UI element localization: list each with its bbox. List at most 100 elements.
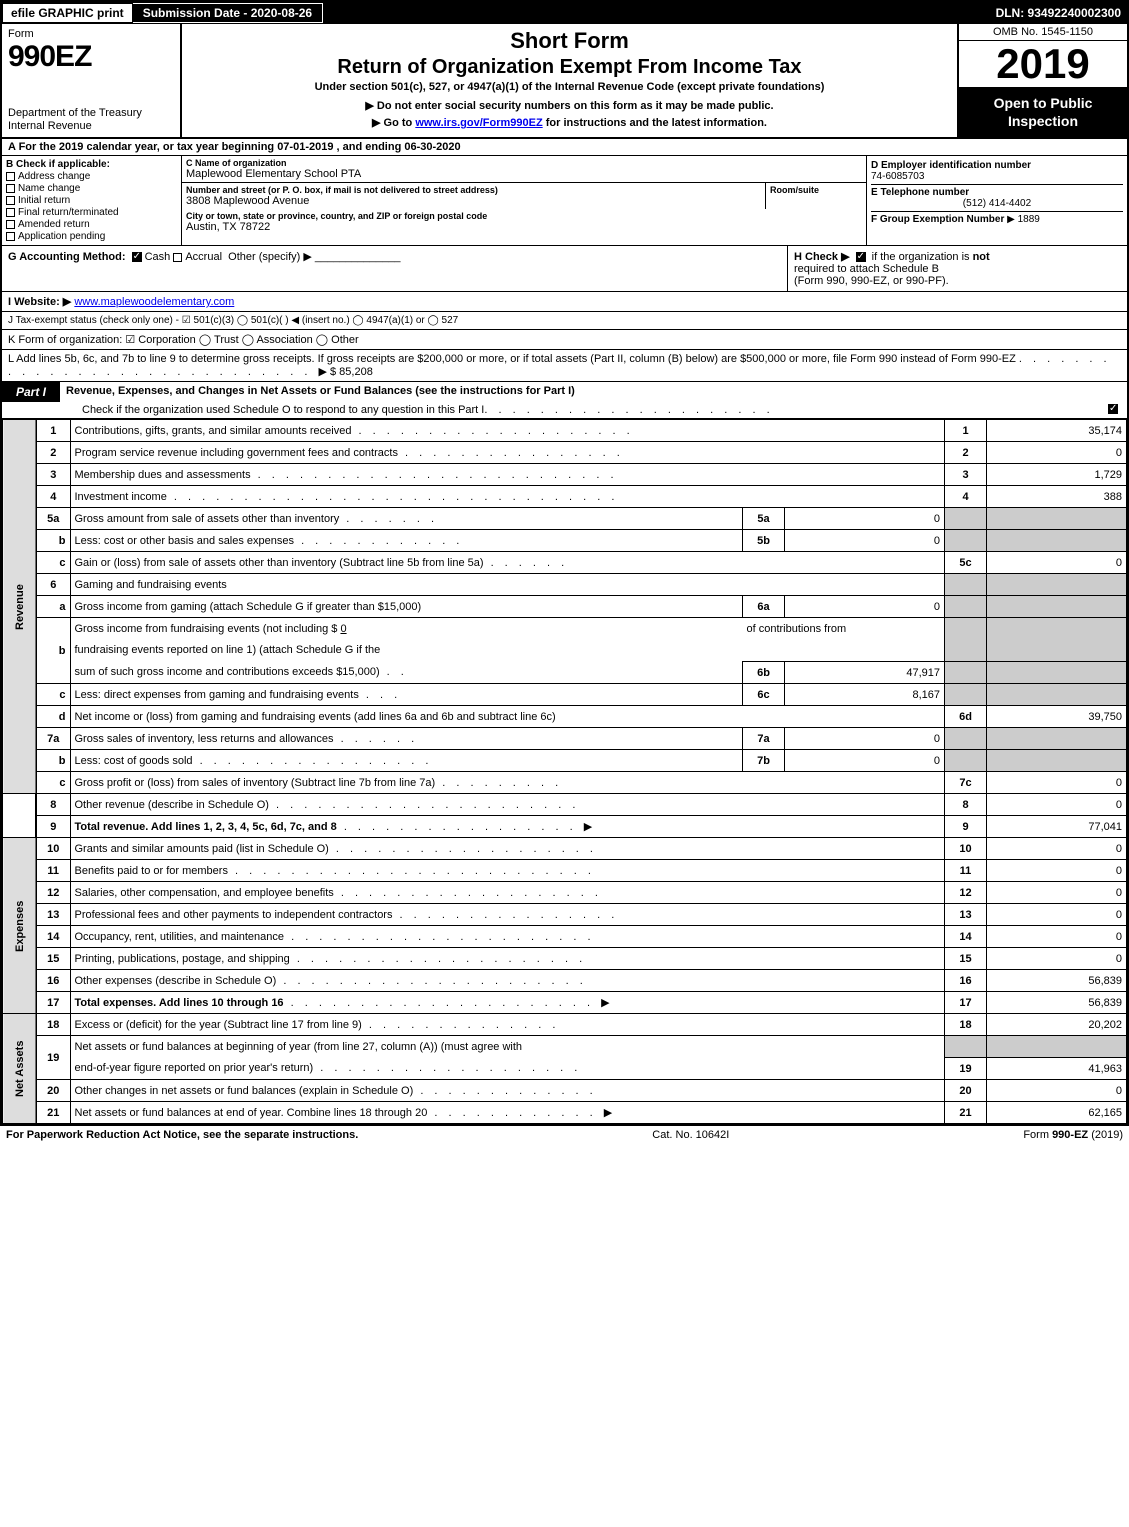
opt-initial: Initial return xyxy=(18,195,70,206)
opt-final: Final return/terminated xyxy=(18,207,119,218)
row-21: 21 Net assets or fund balances at end of… xyxy=(3,1102,1127,1124)
return-title: Return of Organization Exempt From Incom… xyxy=(190,56,949,79)
efile-print-button[interactable]: efile GRAPHIC print xyxy=(2,3,133,23)
part1-tab: Part I xyxy=(2,382,60,402)
desc: Less: direct expenses from gaming and fu… xyxy=(70,684,743,706)
row-5b: b Less: cost or other basis and sales ex… xyxy=(3,530,1127,552)
l-text: L Add lines 5b, 6c, and 7b to line 9 to … xyxy=(8,353,1016,365)
chk-cash[interactable] xyxy=(132,252,142,262)
h-text4: (Form 990, 990-EZ, or 990-PF). xyxy=(794,275,949,287)
suite-cell: Room/suite xyxy=(766,183,866,209)
irs-link[interactable]: www.irs.gov/Form990EZ xyxy=(415,117,542,129)
suite-label: Room/suite xyxy=(770,185,862,195)
checkbox-icon xyxy=(6,208,15,217)
row-16: 16 Other expenses (describe in Schedule … xyxy=(3,970,1127,992)
opt-pending: Application pending xyxy=(18,231,105,242)
b-title: B Check if applicable: xyxy=(6,159,177,170)
form-number: 990EZ xyxy=(8,40,174,74)
desc: Program service revenue including govern… xyxy=(70,442,945,464)
chk-schedule-o[interactable] xyxy=(1108,404,1118,414)
desc: Grants and similar amounts paid (list in… xyxy=(70,838,945,860)
chk-amended-return[interactable]: Amended return xyxy=(6,219,177,230)
open-public-badge: Open to Public Inspection xyxy=(959,88,1127,137)
lnlbl: 15 xyxy=(945,948,987,970)
ln: 2 xyxy=(36,442,70,464)
lnval: 0 xyxy=(987,926,1127,948)
desc-post: of contributions from xyxy=(743,618,945,640)
chk-initial-return[interactable]: Initial return xyxy=(6,195,177,206)
row-20: 20 Other changes in net assets or fund b… xyxy=(3,1080,1127,1102)
g-label: G Accounting Method: xyxy=(8,251,126,263)
shade xyxy=(987,596,1127,618)
dots: . . . . . . . . . . . . . . . . . . . . … xyxy=(484,404,773,416)
desc: Gross profit or (loss) from sales of inv… xyxy=(70,772,945,794)
row-14: 14 Occupancy, rent, utilities, and maint… xyxy=(3,926,1127,948)
row-18: Net Assets 18 Excess or (deficit) for th… xyxy=(3,1014,1127,1036)
footer-mid: Cat. No. 10642I xyxy=(652,1129,729,1141)
desc: Gross income from gaming (attach Schedul… xyxy=(70,596,743,618)
ln: 20 xyxy=(36,1080,70,1102)
row-4: 4 Investment income . . . . . . . . . . … xyxy=(3,486,1127,508)
lnlbl: 2 xyxy=(945,442,987,464)
line-i: I Website: ▶ www.maplewoodelementary.com xyxy=(2,292,1127,312)
desc: Other changes in net assets or fund bala… xyxy=(70,1080,945,1102)
footer-right: Form 990-EZ (2019) xyxy=(1023,1129,1123,1141)
page-footer: For Paperwork Reduction Act Notice, see … xyxy=(0,1126,1129,1144)
street-value: 3808 Maplewood Avenue xyxy=(186,195,761,207)
row-5a: 5a Gross amount from sale of assets othe… xyxy=(3,508,1127,530)
form-page: efile GRAPHIC print Submission Date - 20… xyxy=(0,0,1129,1126)
ln: c xyxy=(36,552,70,574)
city-row: City or town, state or province, country… xyxy=(182,209,866,235)
chk-final-return[interactable]: Final return/terminated xyxy=(6,207,177,218)
lnlbl: 18 xyxy=(945,1014,987,1036)
mval: 0 xyxy=(785,530,945,552)
shade xyxy=(987,530,1127,552)
row-7b: b Less: cost of goods sold . . . . . . .… xyxy=(3,750,1127,772)
line-l: L Add lines 5b, 6c, and 7b to line 9 to … xyxy=(2,350,1127,382)
street-label: Number and street (or P. O. box, if mail… xyxy=(186,185,761,195)
dept-line2: Internal Revenue xyxy=(8,120,92,132)
city-value: Austin, TX 78722 xyxy=(186,221,862,233)
chk-application-pending[interactable]: Application pending xyxy=(6,231,177,242)
ln: c xyxy=(36,684,70,706)
lnlbl: 6d xyxy=(945,706,987,728)
dept-line1: Department of the Treasury xyxy=(8,107,142,119)
ln: 12 xyxy=(36,882,70,904)
group-row: F Group Exemption Number ▶ 1889 xyxy=(871,212,1123,227)
form-header: Form 990EZ Department of the Treasury In… xyxy=(2,24,1127,139)
chk-name-change[interactable]: Name change xyxy=(6,183,177,194)
chk-address-change[interactable]: Address change xyxy=(6,171,177,182)
lnlbl: 7c xyxy=(945,772,987,794)
ln: 8 xyxy=(36,794,70,816)
g-accounting: G Accounting Method: Cash Accrual Other … xyxy=(2,246,787,291)
section-d-e-f: D Employer identification number 74-6085… xyxy=(867,156,1127,245)
desc: Less: cost of goods sold . . . . . . . .… xyxy=(70,750,743,772)
lnval: 388 xyxy=(987,486,1127,508)
entity-block: B Check if applicable: Address change Na… xyxy=(2,156,1127,246)
desc: Occupancy, rent, utilities, and maintena… xyxy=(70,926,945,948)
lnlbl: 17 xyxy=(945,992,987,1014)
mval: 0 xyxy=(785,728,945,750)
opt-amended: Amended return xyxy=(18,219,90,230)
desc: Professional fees and other payments to … xyxy=(70,904,945,926)
l-amount: ▶ $ 85,208 xyxy=(318,366,372,378)
lnlbl: 10 xyxy=(945,838,987,860)
lnlbl: 12 xyxy=(945,882,987,904)
row-3: 3 Membership dues and assessments . . . … xyxy=(3,464,1127,486)
website-link[interactable]: www.maplewoodelementary.com xyxy=(74,296,234,308)
mval: 8,167 xyxy=(785,684,945,706)
lnval: 0 xyxy=(987,794,1127,816)
shade xyxy=(987,618,1127,662)
opt-address: Address change xyxy=(18,171,90,182)
lnlbl: 13 xyxy=(945,904,987,926)
dept-treasury: Department of the Treasury Internal Reve… xyxy=(8,107,174,133)
shade xyxy=(987,1036,1127,1058)
mlbl: 5a xyxy=(743,508,785,530)
note-ssn: ▶ Do not enter social security numbers o… xyxy=(190,99,949,112)
lnlbl: 16 xyxy=(945,970,987,992)
chk-h[interactable] xyxy=(856,252,866,262)
submission-date-button[interactable]: Submission Date - 2020-08-26 xyxy=(133,3,323,23)
chk-accrual[interactable] xyxy=(173,253,182,262)
shade xyxy=(945,750,987,772)
lnval: 77,041 xyxy=(987,816,1127,838)
